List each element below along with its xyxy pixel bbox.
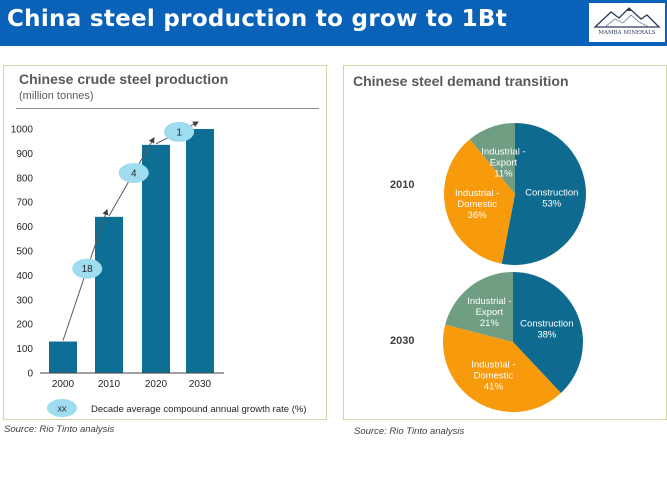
bar-2020 (142, 144, 170, 373)
production-bar-chart: 0 100 200 300 400 500 600 700 800 900 1000 2000 2010… (11, 121, 306, 417)
production-chart-title: Chinese crude steel production (19, 71, 229, 87)
y-tick-label: 200 (16, 320, 33, 331)
bar-2010 (95, 216, 123, 373)
y-tick-label: 1000 (11, 125, 34, 136)
y-tick-label: 800 (16, 173, 33, 184)
demand-chart-title: Chinese steel demand transition (353, 73, 569, 89)
production-source: Source: Rio Tinto analysis (4, 424, 115, 435)
demand-pie-charts: Construction 53% Industrial -Domestic 36% In… (443, 123, 586, 412)
demand-source: Source: Rio Tinto analysis (354, 426, 465, 437)
pie-slice-industrial-domestic (444, 139, 515, 264)
pie-2030-year-label: 2030 (390, 335, 415, 347)
pie-slice-construction (501, 123, 586, 265)
x-tick-label: 2010 (98, 379, 121, 390)
pie-slice-label: Industrial -Export 11% (481, 146, 525, 179)
title-rule (16, 108, 319, 109)
y-tick-label: 700 (16, 198, 33, 209)
x-tick-label: 2000 (52, 379, 75, 390)
growth-rate-label: 18 (82, 264, 94, 275)
y-tick-label: 600 (16, 222, 33, 233)
growth-rate-label: 4 (131, 168, 137, 179)
y-tick-label: 100 (16, 344, 33, 355)
pie-slice-construction (513, 272, 583, 394)
y-tick-label: 900 (16, 149, 33, 160)
pie-slice-label: Construction 38% (520, 319, 573, 341)
legend-marker-label: xx (58, 404, 68, 414)
legend-bubble (47, 399, 77, 417)
production-chart-unit: (million tonnes) (19, 90, 94, 102)
pie-slice-label: Construction 53% (525, 187, 578, 209)
slide-title: China steel production to grow to 1Bt (7, 6, 508, 32)
mountain-logo-icon (593, 7, 661, 28)
pie-slice-industrial-export (469, 123, 515, 194)
growth-bubble (118, 162, 149, 183)
y-tick-label: 500 (16, 247, 33, 258)
logo-text: MAMBA MINERALS (598, 30, 656, 36)
pie-2010-year-label: 2010 (390, 179, 415, 191)
title-banner: China steel production to grow to 1Bt MA… (0, 0, 667, 46)
production-panel: Chinese crude steel production (million … (3, 65, 327, 435)
pie-slice-label: Industrial -Domestic 41% (471, 360, 515, 393)
pie-slice-industrial-export (445, 272, 513, 342)
y-tick-label: 0 (27, 369, 33, 380)
pie-slice-label: Industrial -Domestic 36% (455, 188, 499, 221)
growth-rate-label: 1 (176, 127, 182, 138)
pie-slice-label: Industrial -Export 21% (467, 296, 511, 329)
x-tick-label: 2030 (189, 379, 212, 390)
bar-2000 (49, 341, 77, 373)
y-tick-label: 400 (16, 271, 33, 282)
y-tick-label: 300 (16, 295, 33, 306)
growth-bubble (72, 258, 103, 279)
demand-panel: Chinese steel demand transition 2010 203… (343, 65, 667, 437)
pie-slice-industrial-domestic (443, 324, 561, 412)
growth-bubble (164, 121, 195, 142)
legend-text: Decade average compound annual growth ra… (91, 404, 306, 415)
company-logo: MAMBA MINERALS (589, 3, 665, 42)
x-tick-label: 2020 (145, 379, 168, 390)
bar-2030 (186, 129, 214, 373)
